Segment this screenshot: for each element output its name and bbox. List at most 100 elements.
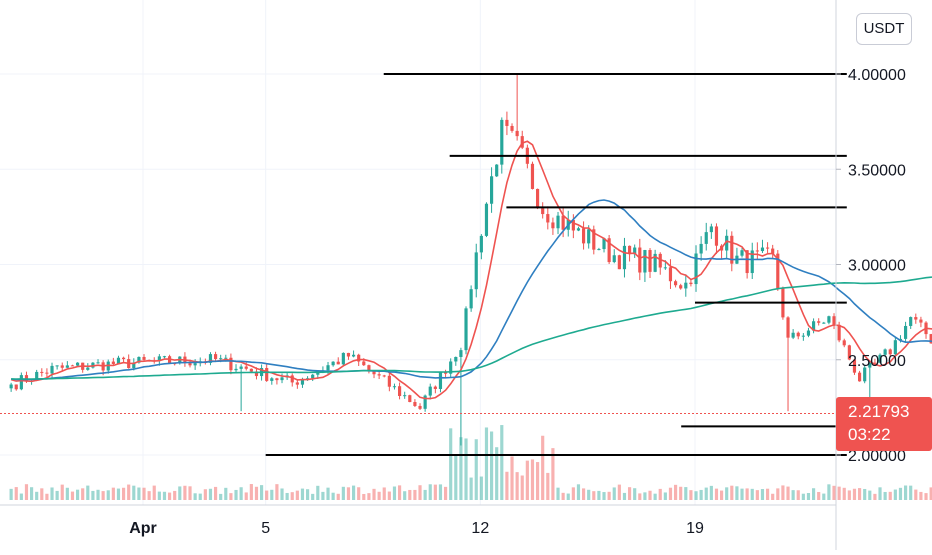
time-tick-label: Apr bbox=[129, 520, 157, 537]
currency-button[interactable]: USDT bbox=[856, 13, 912, 45]
volume-bar bbox=[796, 490, 800, 500]
volume-bar bbox=[9, 488, 13, 500]
volume-bar bbox=[96, 489, 100, 500]
volume-bar bbox=[663, 492, 667, 500]
candle-body bbox=[14, 384, 18, 390]
candle-body bbox=[336, 361, 340, 365]
candle-body bbox=[162, 356, 167, 358]
volume-bar bbox=[898, 487, 903, 500]
candle-body bbox=[893, 340, 897, 355]
volume-bar bbox=[515, 472, 519, 500]
volume-bar bbox=[167, 492, 172, 500]
volume-bar bbox=[147, 491, 151, 500]
candle-body bbox=[740, 250, 744, 256]
level-lines[interactable] bbox=[265, 73, 847, 456]
candle-body bbox=[827, 316, 831, 323]
volume-bar bbox=[229, 493, 233, 500]
candle-body bbox=[863, 367, 867, 382]
volume-bar bbox=[270, 489, 274, 500]
volume-bar bbox=[689, 490, 693, 500]
volume-bar bbox=[316, 485, 320, 500]
candle-body bbox=[694, 253, 698, 285]
candle-body bbox=[479, 235, 483, 253]
candle-body bbox=[786, 317, 790, 338]
candle-body bbox=[857, 372, 862, 382]
volume-bar bbox=[658, 488, 662, 500]
volume-bar bbox=[152, 485, 156, 500]
time-axis[interactable]: Apr 5 12 19 bbox=[129, 520, 704, 537]
candle-body bbox=[627, 245, 632, 255]
volume-bar bbox=[704, 487, 708, 500]
candle-body bbox=[914, 317, 918, 320]
volume-bar bbox=[311, 493, 315, 500]
candle-body bbox=[305, 378, 310, 380]
price-tick-label: 3.00000 bbox=[848, 258, 906, 275]
moving-average-line bbox=[11, 276, 932, 380]
volume-bar bbox=[811, 488, 816, 500]
volume-bar bbox=[193, 493, 197, 500]
volume-bar bbox=[668, 487, 673, 500]
candle-body bbox=[873, 362, 877, 364]
candle-body bbox=[295, 382, 299, 385]
candle-body bbox=[714, 226, 719, 246]
volume-bar bbox=[132, 485, 136, 500]
volume-bar bbox=[847, 490, 851, 500]
candle-body bbox=[607, 238, 611, 263]
volume-bar bbox=[397, 485, 402, 500]
candle-body bbox=[484, 203, 489, 236]
volume-bar bbox=[525, 460, 529, 500]
candle-body bbox=[689, 282, 693, 285]
volume-bar bbox=[362, 493, 366, 500]
candle-body bbox=[19, 375, 23, 390]
candle-body bbox=[208, 354, 213, 363]
candle-body bbox=[530, 163, 535, 189]
volume-bar bbox=[372, 488, 376, 500]
candle-body bbox=[592, 229, 596, 250]
candle-body bbox=[290, 375, 294, 383]
volume-bar bbox=[239, 487, 243, 500]
candle-body bbox=[489, 176, 494, 204]
volume-bar bbox=[19, 493, 23, 500]
volume-bar bbox=[162, 491, 167, 500]
volume-bar bbox=[81, 488, 85, 500]
candle-body bbox=[898, 338, 903, 341]
volume-bar bbox=[842, 487, 846, 500]
candle-body bbox=[643, 250, 647, 273]
volume-bar bbox=[643, 492, 647, 500]
price-axis[interactable]: 2.00000 2.50000 3.00000 3.50000 4.00000 bbox=[836, 67, 906, 465]
candle-body bbox=[449, 361, 453, 374]
candle-body bbox=[367, 365, 371, 371]
volume-bar bbox=[474, 439, 478, 500]
candle-body bbox=[397, 386, 402, 396]
candle-body bbox=[832, 316, 836, 325]
volume-bar bbox=[500, 425, 504, 500]
volume-bar bbox=[740, 488, 744, 500]
volume-bar bbox=[213, 486, 218, 500]
volume-bar bbox=[653, 493, 657, 500]
candle-body bbox=[193, 363, 197, 366]
volume-bar bbox=[679, 486, 683, 500]
volume-bar bbox=[60, 484, 64, 500]
volume-bar bbox=[459, 437, 463, 500]
candle-body bbox=[653, 253, 657, 272]
volume-bar bbox=[265, 490, 269, 500]
candle-body bbox=[418, 405, 422, 409]
candle-body bbox=[796, 332, 800, 337]
time-tick-label: 5 bbox=[261, 520, 270, 537]
candle-body bbox=[883, 349, 887, 355]
volume-bar bbox=[259, 485, 264, 500]
volume-bar bbox=[418, 485, 422, 500]
candle-body bbox=[750, 250, 754, 274]
volume-bar bbox=[699, 489, 703, 500]
candle-body bbox=[469, 289, 473, 309]
volume-bar bbox=[832, 485, 836, 500]
candle-body bbox=[362, 361, 366, 366]
volume-bar bbox=[433, 484, 437, 500]
candle-body bbox=[725, 235, 729, 251]
candle-body bbox=[346, 352, 351, 357]
volume-bar bbox=[505, 471, 509, 500]
volume-bar bbox=[35, 491, 39, 500]
candle-body bbox=[377, 374, 381, 376]
